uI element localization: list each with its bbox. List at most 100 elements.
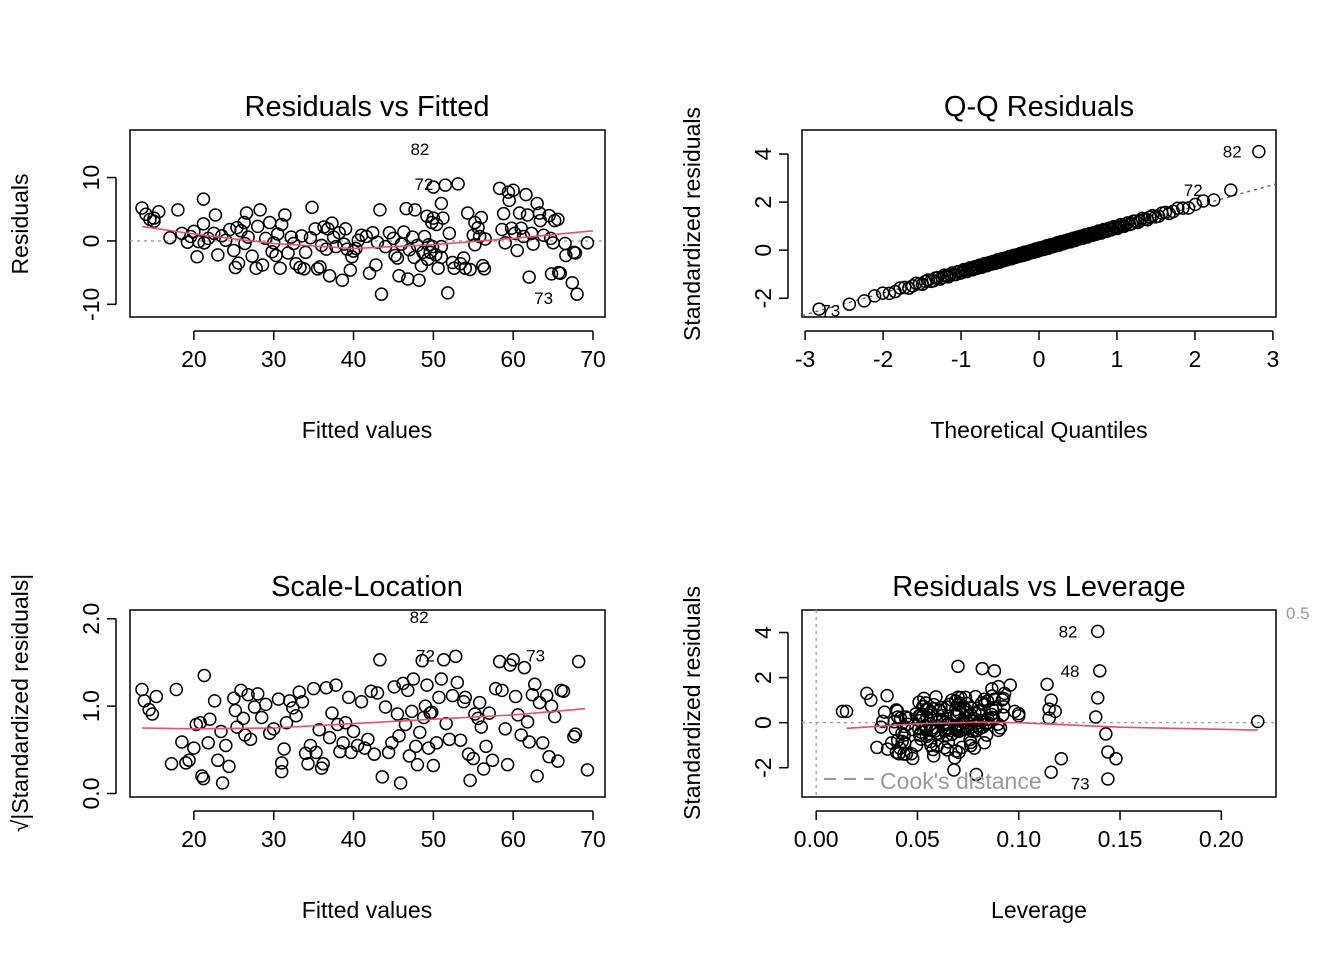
data-point (580, 763, 595, 777)
data-point (278, 208, 292, 222)
data-point (195, 769, 209, 783)
data-point (279, 715, 294, 730)
y-tick-label: 1.0 (78, 690, 104, 722)
data-point (1143, 210, 1157, 224)
plot-marks: 82 48 73 (802, 610, 1276, 797)
data-point (559, 248, 573, 263)
point-label: 72 (416, 646, 435, 665)
data-point (426, 758, 441, 773)
data-point (398, 717, 413, 732)
data-point (565, 276, 580, 290)
data-point (924, 738, 938, 753)
data-point (228, 703, 243, 718)
data-point (171, 203, 185, 217)
y-tick-label: 2 (750, 196, 776, 209)
data-point (1224, 183, 1238, 197)
data-point (432, 690, 446, 705)
data-point (325, 706, 339, 720)
data-point (388, 248, 402, 263)
data-point (514, 728, 528, 742)
data-point (373, 203, 387, 217)
point-label: 82 (410, 140, 429, 159)
data-point (1131, 215, 1145, 230)
data-point (941, 735, 956, 749)
data-point (434, 196, 449, 211)
data-point (164, 757, 179, 771)
data-point (197, 668, 211, 683)
data-point (876, 714, 890, 729)
data-point (309, 745, 323, 760)
plot-frame (129, 609, 606, 798)
data-point (1188, 197, 1203, 212)
data-point (1251, 714, 1265, 729)
data-point (931, 270, 945, 285)
data-point (1171, 201, 1185, 215)
data-point (551, 754, 565, 768)
data-point (329, 678, 343, 692)
point-label: 82 (1223, 143, 1242, 162)
data-point (956, 699, 971, 714)
data-point (374, 287, 389, 301)
chart-title: Residuals vs Fitted (245, 91, 490, 123)
data-point (880, 688, 894, 703)
data-point (274, 764, 289, 779)
data-point (262, 215, 277, 230)
data-point (274, 756, 289, 770)
data-point (214, 724, 228, 739)
data-point (413, 725, 427, 740)
data-point (254, 710, 269, 725)
y-tick-label: -10 (78, 288, 104, 321)
data-point (410, 757, 425, 772)
x-tick-label: 0.10 (996, 826, 1041, 852)
data-point (496, 206, 511, 221)
data-point (477, 262, 492, 276)
cooks-contour-label: 0.5 (1286, 604, 1310, 623)
data-point (258, 231, 273, 246)
data-point (149, 689, 164, 704)
data-point (361, 732, 375, 747)
y-tick-label: -2 (750, 288, 776, 308)
data-point (553, 266, 568, 281)
data-point (835, 704, 850, 719)
y-tick-label: 0.0 (78, 778, 104, 810)
data-point (306, 681, 321, 696)
plot-marks: 82 72 73 (135, 608, 595, 790)
data-point (508, 689, 523, 704)
data-point (969, 767, 983, 782)
data-point (245, 249, 259, 263)
y-tick-label: 0 (750, 244, 776, 257)
data-point (258, 697, 273, 712)
data-point (393, 776, 408, 790)
data-point (175, 735, 189, 749)
data-point (926, 749, 941, 763)
data-point (236, 711, 251, 726)
data-point (434, 239, 449, 254)
data-point (912, 708, 927, 723)
x-tick-label: 70 (580, 826, 606, 852)
data-point (530, 769, 544, 783)
data-point (969, 724, 983, 738)
data-point (940, 700, 954, 714)
data-point (392, 269, 406, 283)
data-point (163, 231, 177, 245)
panel-residuals-vs-fitted: Residuals vs Fitted Fitted values Residu… (7, 91, 606, 443)
x-tick-label: 50 (421, 346, 447, 372)
data-point (344, 745, 358, 760)
data-point (1088, 710, 1103, 724)
data-point (450, 675, 465, 690)
x-tick-label: 60 (500, 826, 526, 852)
data-point (498, 722, 512, 736)
data-point (429, 736, 444, 750)
data-point (897, 736, 912, 750)
data-point (955, 265, 970, 279)
data-point (297, 262, 311, 276)
data-point (532, 695, 547, 710)
data-point (298, 245, 313, 260)
data-point (145, 707, 160, 721)
y-tick-label: 0 (78, 235, 104, 248)
data-point (466, 751, 481, 766)
data-point (997, 686, 1012, 701)
data-point (510, 243, 524, 258)
data-point (506, 653, 520, 667)
data-point (567, 729, 581, 744)
